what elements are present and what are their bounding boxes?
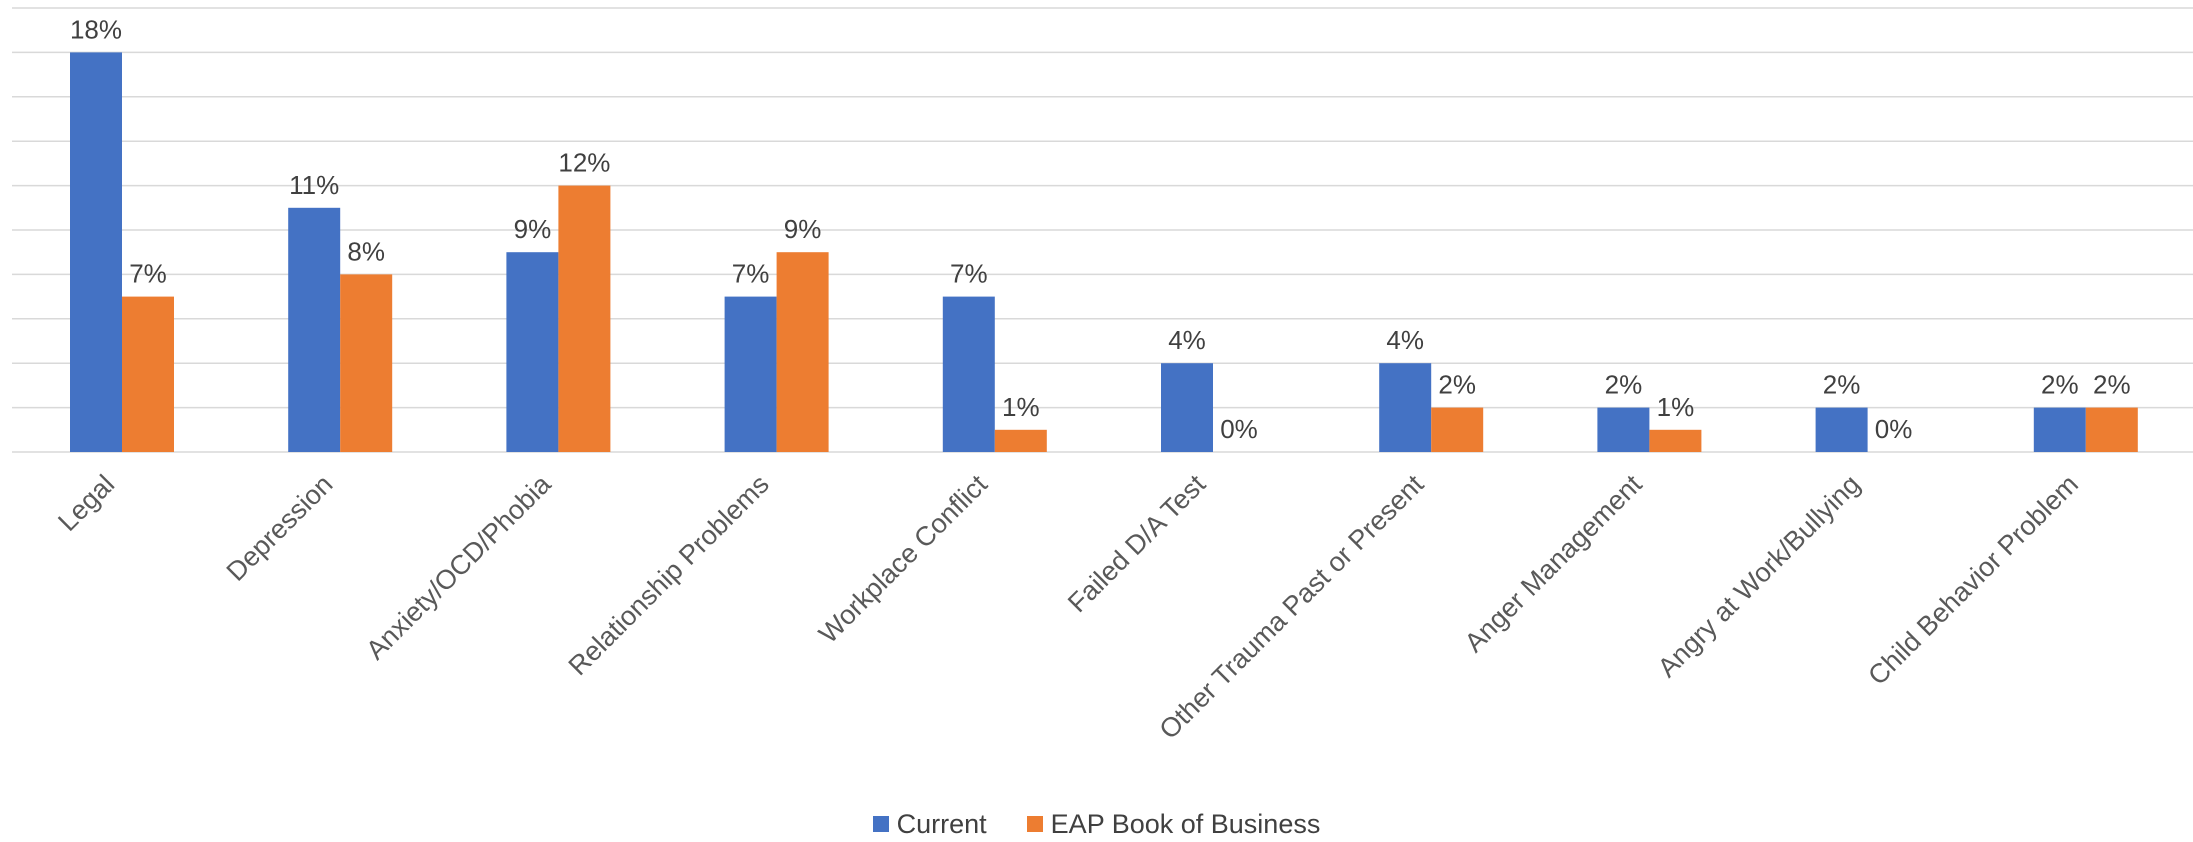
bar-current-other-trauma-past-or-present: [1379, 363, 1432, 452]
bar-current-anger-management: [1597, 407, 1650, 452]
x-tick-label-failed-d-a-test: Failed D/A Test: [1062, 469, 1212, 619]
x-tick-label-other-trauma-past-or-present: Other Trauma Past or Present: [1154, 469, 1430, 745]
data-labels-layer: 18% 7% 11% 8% 9% 12% 7% 9% 7% 1% 4% 0% 4% 2% 2% 1% 2% 0% 2…: [70, 14, 2131, 444]
bar-current-failed-d-a-test: [1161, 363, 1213, 452]
data-label-eap-book-of-business-failed-d-a-test: 0%: [1220, 414, 1258, 444]
data-label-current-depression: 11%: [289, 170, 339, 200]
bar-current-child-behavior-problem: [2033, 407, 2086, 452]
data-label-eap-book-of-business-workplace-conflict: 1%: [1002, 392, 1040, 422]
legend-swatch-current: [872, 816, 889, 832]
bar-current-angry-at-work-bullying: [1815, 407, 1868, 452]
data-label-eap-book-of-business-anxiety-ocd-phobia: 12%: [558, 148, 610, 178]
bars-layer: [70, 52, 2138, 453]
bar-eap-book-of-business-depression: [340, 274, 393, 452]
legend: Current EAP Book of Business: [0, 806, 2193, 842]
data-label-current-angry-at-work-bullying: 2%: [1823, 370, 1861, 400]
legend-item-eap-book-of-business: EAP Book of Business: [1026, 808, 1321, 840]
x-tick-label-anger-management: Anger Management: [1459, 469, 1648, 658]
data-label-current-relationship-problems: 7%: [732, 259, 770, 289]
data-label-current-child-behavior-problem: 2%: [2041, 370, 2079, 400]
x-tick-label-angry-at-work-bullying: Angry at Work/Bullying: [1652, 469, 1866, 683]
data-label-eap-book-of-business-child-behavior-problem: 2%: [2093, 370, 2131, 400]
bar-current-relationship-problems: [724, 296, 777, 452]
data-label-eap-book-of-business-legal: 7%: [129, 259, 167, 289]
x-tick-label-child-behavior-problem: Child Behavior Problem: [1862, 469, 2084, 691]
x-tick-labels-layer: Legal Depression Anxiety/OCD/Phobia Relatio…: [52, 468, 2084, 745]
legend-label-eap-book-of-business: EAP Book of Business: [1050, 808, 1321, 839]
bar-current-legal: [70, 52, 122, 453]
bar-current-workplace-conflict: [942, 296, 995, 452]
data-label-current-failed-d-a-test: 4%: [1168, 325, 1206, 355]
bar-eap-book-of-business-anxiety-ocd-phobia: [558, 185, 611, 452]
bar-current-depression: [288, 207, 341, 452]
bar-eap-book-of-business-legal: [122, 296, 174, 452]
data-label-eap-book-of-business-anger-management: 1%: [1657, 392, 1695, 422]
x-tick-label-depression: Depression: [221, 469, 339, 587]
bar-eap-book-of-business-other-trauma-past-or-present: [1431, 407, 1484, 452]
legend-label-current: Current: [896, 808, 987, 839]
legend-swatch-eap-book-of-business: [1026, 816, 1043, 832]
data-label-eap-book-of-business-other-trauma-past-or-present: 2%: [1438, 370, 1476, 400]
data-label-eap-book-of-business-depression: 8%: [347, 236, 385, 266]
legend-item-current: Current: [872, 808, 987, 840]
bar-eap-book-of-business-anger-management: [1649, 429, 1702, 452]
data-label-current-anger-management: 2%: [1605, 370, 1643, 400]
data-label-current-workplace-conflict: 7%: [950, 259, 988, 289]
x-tick-label-relationship-problems: Relationship Problems: [563, 469, 775, 681]
x-tick-label-anxiety-ocd-phobia: Anxiety/OCD/Phobia: [360, 468, 557, 665]
bar-eap-book-of-business-relationship-problems: [776, 252, 829, 452]
data-label-eap-book-of-business-angry-at-work-bullying: 0%: [1875, 414, 1913, 444]
bar-current-anxiety-ocd-phobia: [506, 252, 559, 452]
bar-eap-book-of-business-workplace-conflict: [994, 429, 1047, 452]
x-tick-label-workplace-conflict: Workplace Conflict: [813, 469, 993, 649]
data-label-eap-book-of-business-relationship-problems: 9%: [784, 214, 822, 244]
data-label-current-anxiety-ocd-phobia: 9%: [514, 214, 552, 244]
x-tick-label-legal: Legal: [52, 469, 120, 537]
data-label-current-legal: 18%: [70, 14, 122, 44]
data-label-current-other-trauma-past-or-present: 4%: [1386, 325, 1424, 355]
bar-eap-book-of-business-child-behavior-problem: [2085, 407, 2138, 452]
